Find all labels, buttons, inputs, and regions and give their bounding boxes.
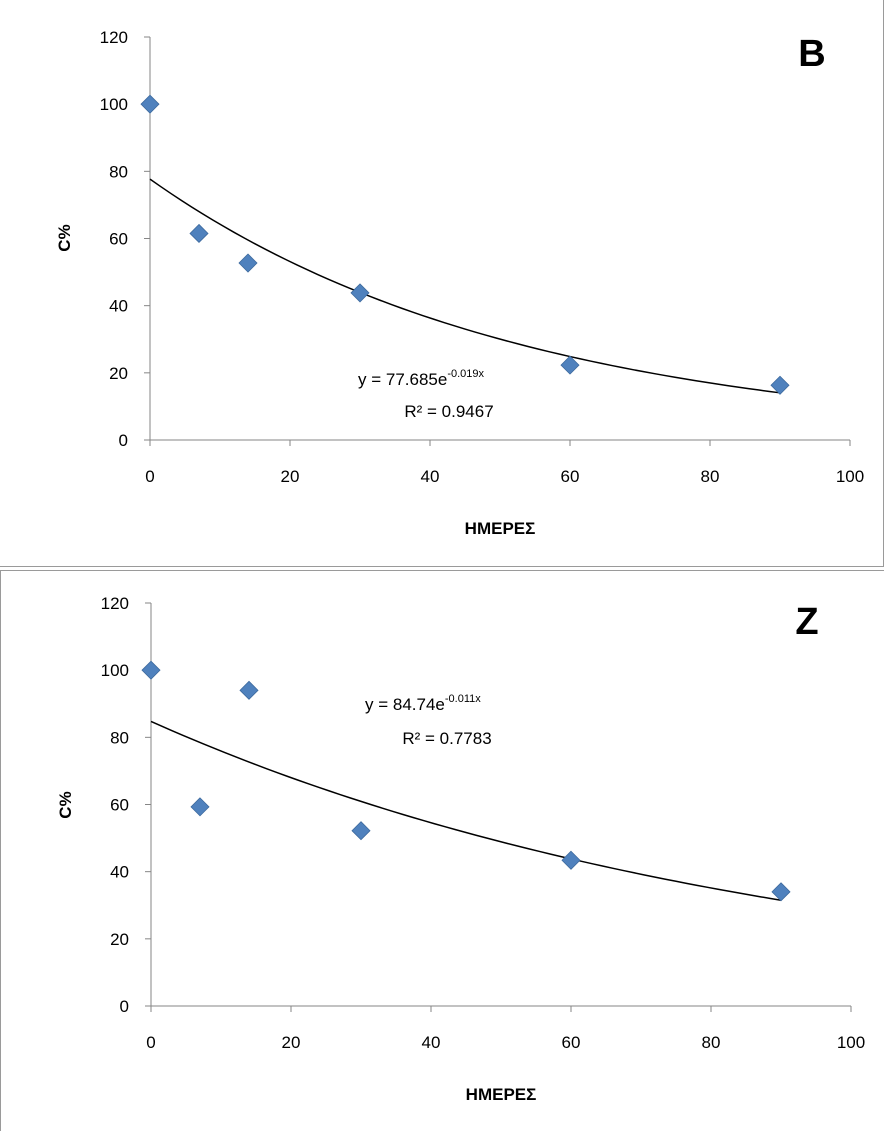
chart-z-r-squared: R² = 0.7783 [402,729,491,748]
chart-b-x-axis-title: ΗΜΕΡΕΣ [465,519,536,538]
chart-z-axes [145,602,852,1012]
chart-b-data-point [189,223,209,244]
chart-z-y-tick-label: 0 [120,997,129,1016]
chart-b-x-tick-label: 20 [281,467,300,486]
chart-b-y-tick-label: 120 [100,28,128,47]
chart-b-y-tick-label: 100 [100,95,128,114]
chart-b-data-point [350,283,370,303]
chart-panel-b: 0 20 40 60 80 100 120 0 20 40 60 80 100 ΗΜΕΡΕΣ C% B … [0,0,884,567]
chart-z-data-point [771,882,791,902]
chart-b-points [140,94,790,395]
chart-b-equation-exponent: -0.019x [447,368,484,380]
chart-b-trend-equation: y = 77.685e-0.019x [358,368,485,389]
chart-b-x-tick-label: 80 [701,467,720,486]
chart-z-y-tick-label: 80 [110,728,129,747]
chart-b-y-tick-label: 20 [109,364,128,383]
chart-b-x-tick-label: 0 [145,467,154,486]
chart-z-x-tick-label: 60 [562,1033,581,1052]
chart-z-equation-exponent: -0.011x [445,693,481,705]
chart-z-tick-labels: 0 20 40 60 80 100 120 0 20 40 60 80 100 [101,594,866,1052]
chart-z-panel-label: Z [795,601,818,643]
chart-panel-z: 0 20 40 60 80 100 120 0 20 40 60 80 100 ΗΜΕΡΕΣ C% Z … [0,570,884,1131]
chart-b-data-point [140,94,160,114]
chart-b-data-point [560,355,580,375]
chart-z-x-tick-label: 100 [837,1033,865,1052]
chart-z-trend-equation: y = 84.74e-0.011x [365,693,481,714]
chart-b-x-tick-label: 60 [561,467,580,486]
chart-z-y-tick-label: 100 [101,661,129,680]
chart-z-y-tick-label: 40 [110,863,129,882]
chart-b-equation-base: y = 77.685e [358,370,447,389]
chart-b-y-axis-title: C% [55,224,74,251]
chart-b-data-point [770,375,790,395]
chart-z-x-axis-title: ΗΜΕΡΕΣ [466,1085,537,1104]
chart-b-y-tick-label: 80 [109,162,128,181]
chart-z-y-tick-label: 20 [110,930,129,949]
chart-z-data-point [239,680,259,700]
chart-z-points [141,660,791,902]
chart-z-x-tick-label: 40 [422,1033,441,1052]
chart-b-x-tick-label: 100 [836,467,864,486]
chart-z-x-tick-label: 80 [702,1033,721,1052]
chart-z-data-point [351,821,371,841]
chart-b-y-tick-label: 40 [109,297,128,316]
chart-b-data-point [238,253,258,273]
chart-z-y-tick-label: 120 [101,594,129,613]
chart-z-x-tick-label: 20 [282,1033,301,1052]
chart-b-panel-label: B [798,33,825,75]
chart-b-x-tick-label: 40 [421,467,440,486]
chart-z-data-point [190,797,210,817]
chart-b-y-tick-label: 0 [119,431,128,450]
chart-b-r-squared: R² = 0.9467 [404,402,493,421]
chart-b-tick-labels: 0 20 40 60 80 100 120 0 20 40 60 80 100 [100,28,865,486]
chart-z-y-tick-label: 60 [110,796,129,815]
chart-b-trendline [149,178,781,394]
chart-z-data-point [561,850,581,870]
chart-z-data-point [141,660,161,680]
chart-z-x-tick-label: 0 [146,1033,155,1052]
chart-b-y-tick-label: 60 [109,230,128,249]
chart-z-trendline [150,720,782,901]
chart-z-equation-base: y = 84.74e [365,695,445,714]
chart-z-y-axis-title: C% [56,791,75,818]
